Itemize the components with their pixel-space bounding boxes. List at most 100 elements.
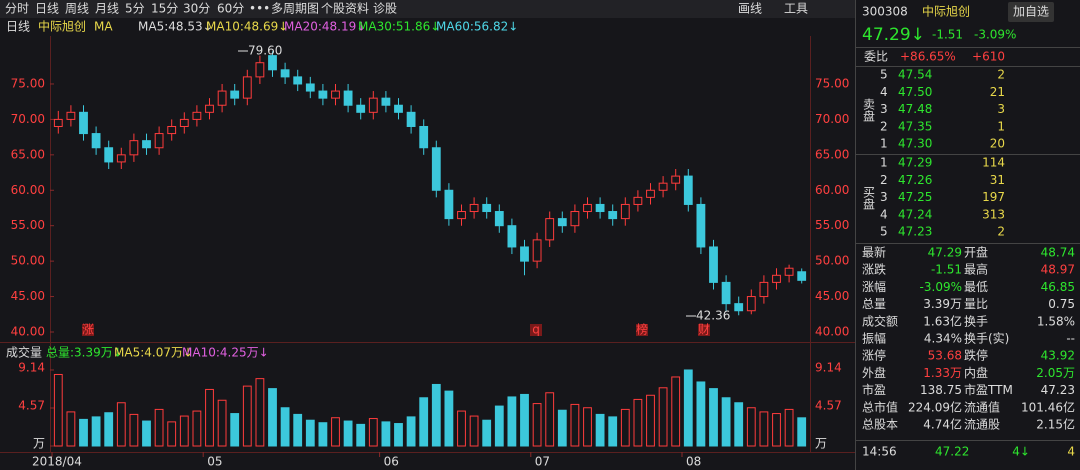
add-watch[interactable]: 加自选: [1013, 5, 1049, 19]
tab[interactable]: 周线: [65, 2, 89, 16]
volume-bar: [293, 413, 303, 447]
stat-label: 开盘: [964, 245, 988, 260]
candle-body: [154, 133, 164, 149]
candle-body: [280, 69, 290, 78]
candle-body: [368, 97, 378, 113]
candle-body: [784, 267, 794, 276]
tab[interactable]: 分时: [5, 2, 29, 16]
tab[interactable]: •••: [249, 2, 270, 16]
volume-bar: [520, 393, 529, 447]
high-label: 79.60: [248, 44, 282, 58]
candle-body: [444, 189, 454, 220]
volume-bar: [507, 396, 517, 447]
candle-body: [268, 55, 277, 71]
book-volume: 1: [997, 119, 1005, 133]
tab[interactable]: 15分: [151, 2, 178, 16]
volume-bar: [633, 398, 643, 447]
marker[interactable]: 涨: [82, 322, 94, 337]
volume-bar: [280, 407, 290, 447]
stat-label: 流通股: [964, 418, 1000, 432]
tab[interactable]: 多周期图: [271, 2, 319, 16]
volume-bar: [406, 416, 416, 447]
volume-bar: [129, 413, 139, 447]
stat-value: 2.15亿: [1036, 417, 1075, 432]
level: 2: [880, 173, 888, 187]
book-price: 47.23: [898, 225, 932, 239]
candle-body: [53, 118, 63, 127]
volume-bar: [595, 413, 605, 447]
marker[interactable]: 榜: [636, 322, 648, 337]
stat-value: 2.05万: [1036, 366, 1075, 380]
volume-bar: [205, 388, 214, 447]
period: 日线: [6, 20, 30, 34]
stat-label: 市盈: [862, 382, 886, 397]
volume-bar: [154, 408, 164, 447]
stat-label: 换手(实): [964, 331, 1009, 346]
x-tick-label: 06: [384, 455, 399, 469]
stock-name: 中际旭创: [922, 4, 970, 19]
stat-label: 总量: [862, 297, 886, 311]
stat-label: 涨幅: [862, 279, 886, 294]
book-price: 47.35: [898, 119, 932, 133]
book-price: 47.50: [898, 85, 932, 99]
book-volume: 3: [997, 102, 1005, 116]
y-tick-label: 75.00: [11, 76, 45, 90]
volume-bar: [368, 418, 378, 447]
volume-bar: [557, 409, 567, 447]
y-tick-label: 40.00: [11, 324, 45, 338]
marker[interactable]: 财: [698, 323, 710, 337]
tab[interactable]: 月线: [95, 2, 119, 16]
tick-time: 14:56: [862, 445, 897, 459]
candle-body: [494, 211, 504, 227]
candle-body: [520, 246, 529, 262]
tool[interactable]: 画线: [738, 2, 762, 16]
book-volume: 114: [982, 156, 1005, 170]
marker-box: [698, 324, 710, 336]
candle-body: [469, 203, 479, 213]
tab[interactable]: 日线: [35, 2, 59, 16]
stat-label: 跌停: [964, 348, 988, 363]
marker[interactable]: q: [532, 323, 540, 337]
volume-bar: [91, 416, 101, 447]
candle-body: [797, 271, 807, 281]
volume-bar: [268, 388, 277, 447]
indicator[interactable]: MA: [94, 20, 113, 34]
stat-value: 4.74亿: [923, 417, 962, 432]
ratio: +86.65%: [900, 50, 956, 64]
tab[interactable]: 个股资料: [321, 2, 369, 16]
candle-body: [608, 211, 618, 220]
candle-body: [419, 125, 429, 149]
candle-body: [595, 203, 605, 213]
tool[interactable]: 工具: [784, 2, 808, 16]
stock-code: 300308: [862, 5, 908, 19]
candle-body: [671, 175, 681, 184]
x-tick-label: 07: [535, 455, 550, 469]
tab[interactable]: 诊股: [373, 2, 397, 16]
stat-label: 内盘: [964, 365, 988, 380]
stat-label: 流通值: [964, 399, 1000, 414]
stat-value: 53.68: [928, 349, 962, 363]
candle-body: [545, 218, 555, 241]
candle-body: [406, 111, 416, 127]
candle-body: [620, 203, 630, 220]
candle-body: [772, 274, 781, 283]
candle-body: [230, 90, 240, 99]
tab[interactable]: 5分: [125, 2, 145, 16]
tab[interactable]: 30分: [183, 2, 210, 16]
volume-bar: [772, 413, 781, 447]
candle-body: [242, 76, 252, 99]
volume-bar: [431, 383, 441, 447]
volume-bar: [696, 381, 706, 447]
button[interactable]: [1008, 2, 1054, 22]
candle-body: [709, 246, 718, 283]
y-tick-label: 60.00: [11, 183, 45, 197]
volume-bar: [230, 413, 240, 447]
candle-body: [104, 147, 114, 163]
candle-body: [532, 239, 542, 262]
book-price: 47.29: [898, 156, 932, 170]
tick-count: 4: [1067, 445, 1075, 459]
volume-bar: [759, 411, 769, 447]
tab[interactable]: 60分: [217, 2, 244, 16]
